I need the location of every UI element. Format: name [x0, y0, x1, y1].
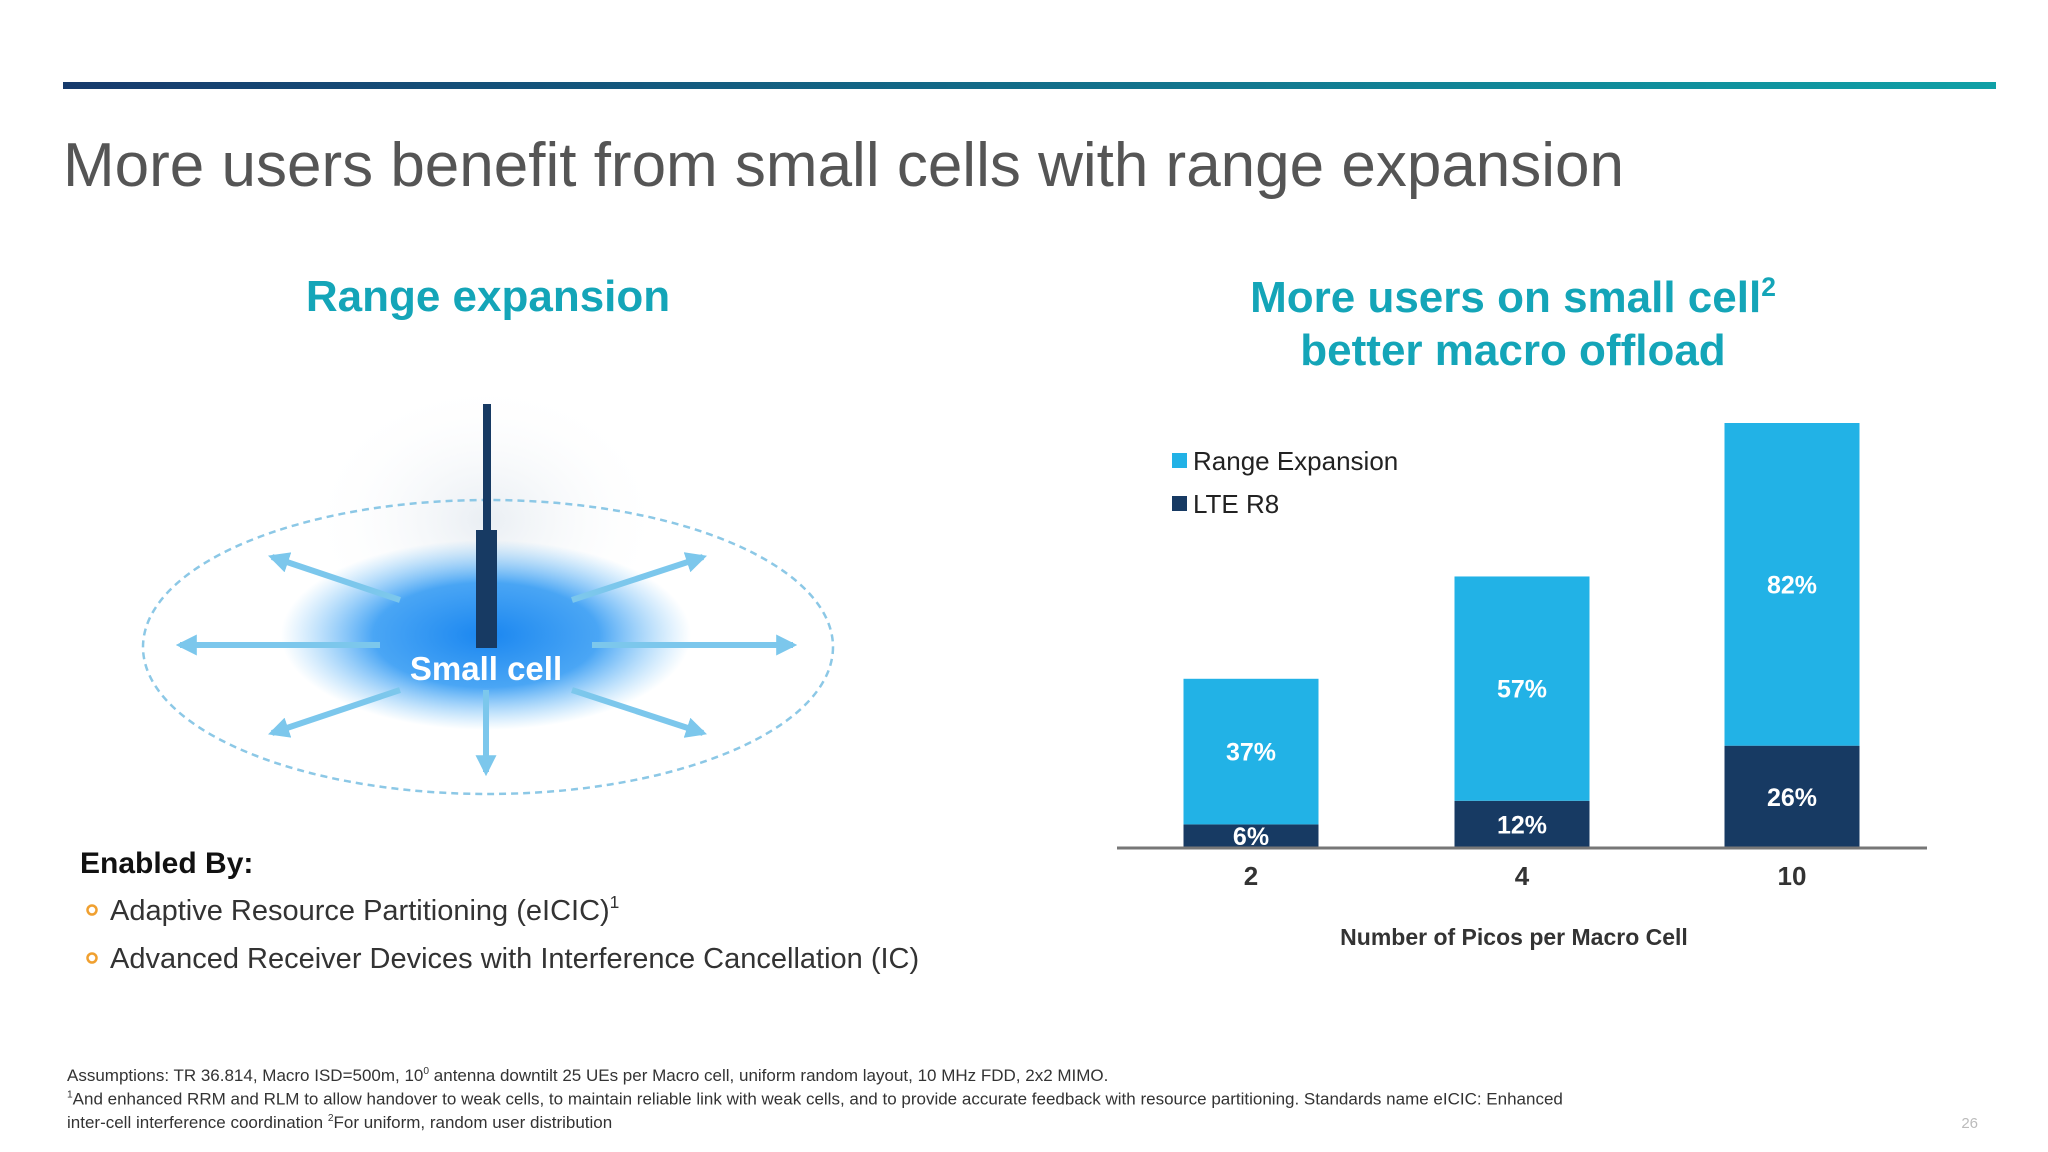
footnote-text: Assumptions: TR 36.814, Macro ISD=500m, … [67, 1066, 423, 1085]
bar-segment [1454, 800, 1590, 848]
legend-swatch [1172, 453, 1187, 468]
footnote-text: And enhanced RRM and RLM to allow handov… [73, 1090, 1563, 1109]
value-label: 37% [1226, 739, 1276, 767]
chart-title: More users on small cell2 [1250, 272, 1776, 322]
page-number: 26 [1961, 1115, 1978, 1132]
list-item: Adaptive Resource Partitioning (eICIC)1 [110, 892, 619, 927]
bullet [86, 952, 98, 964]
chart-title-sup: 2 [1761, 272, 1776, 302]
footnote-sup: 1 [67, 1090, 73, 1101]
x-axis-label: Number of Picos per Macro Cell [1340, 924, 1688, 950]
enabled-list: Adaptive Resource Partitioning (eICIC)1A… [86, 892, 919, 975]
x-tick-label: 10 [1778, 861, 1807, 891]
bar-segment [1183, 824, 1319, 848]
bullet [86, 904, 98, 916]
footnotes: Assumptions: TR 36.814, Macro ISD=500m, … [67, 1066, 1563, 1132]
enabled-heading: Enabled By: [80, 847, 253, 880]
footnote-text: antenna downtilt 25 UEs per Macro cell, … [429, 1066, 1108, 1085]
legend-label: Range Expansion [1193, 446, 1398, 476]
diagram-label: Small cell [410, 650, 562, 687]
footnote-sup: 0 [423, 1066, 429, 1077]
bar-segment [1454, 576, 1590, 801]
list-item-text: Adaptive Resource Partitioning (eICIC) [110, 895, 610, 927]
value-label: 82% [1767, 571, 1817, 599]
value-label: 12% [1497, 811, 1547, 839]
footnote: inter-cell interference coordination 2Fo… [67, 1113, 612, 1132]
bar-segment [1724, 423, 1860, 746]
footnote: 1And enhanced RRM and RLM to allow hando… [67, 1090, 1563, 1109]
list-item-text: Advanced Receiver Devices with Interfere… [110, 943, 919, 975]
range-diagram [141, 380, 835, 796]
x-tick-label: 4 [1515, 861, 1530, 891]
chart-title-line: More users on small cell [1250, 273, 1761, 322]
legend-label: LTE R8 [1193, 489, 1279, 519]
list-item: Advanced Receiver Devices with Interfere… [110, 943, 919, 975]
bar-segment [1724, 745, 1860, 848]
slide-title: More users benefit from small cells with… [63, 131, 1624, 200]
list-item-sup: 1 [610, 892, 620, 912]
x-tick-label: 2 [1244, 861, 1258, 891]
value-label: 57% [1497, 676, 1547, 704]
diagram-title: Range expansion [306, 272, 670, 321]
footnote: Assumptions: TR 36.814, Macro ISD=500m, … [67, 1066, 1108, 1085]
legend-swatch [1172, 496, 1187, 511]
value-label: 26% [1767, 784, 1817, 812]
bar-segment [1183, 678, 1319, 825]
footnote-sup: 2 [328, 1113, 334, 1124]
top-bar [63, 82, 1996, 89]
footnote-text: inter-cell interference coordination [67, 1113, 328, 1132]
footnote-text: For uniform, random user distribution [333, 1113, 612, 1132]
chart-title-line: better macro offload [1300, 326, 1725, 375]
